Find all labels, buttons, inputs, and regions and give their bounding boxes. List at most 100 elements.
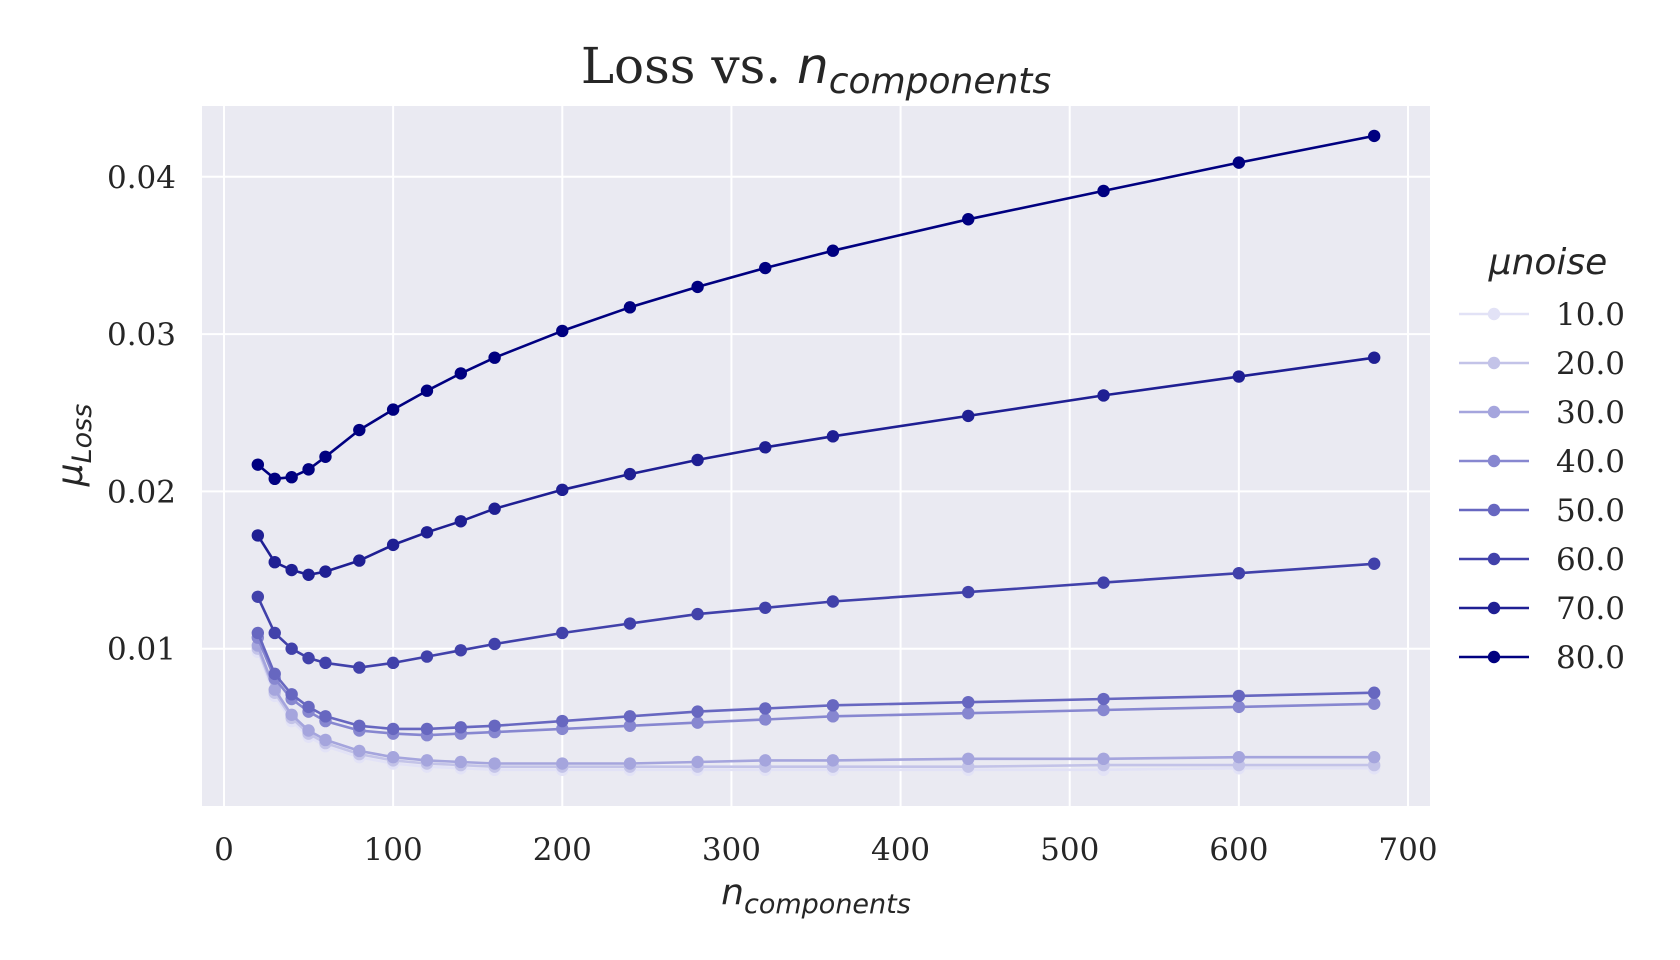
legend-items: 10.0 20.0 30.0 40.0 50.0 60.0 70.0 80.0 <box>1459 297 1625 676</box>
series-80.0 <box>251 129 1381 486</box>
data-point <box>353 554 366 567</box>
legend-label: 30.0 <box>1556 395 1625 431</box>
y-tick-label: 0.02 <box>107 474 176 510</box>
data-point <box>759 713 772 726</box>
data-point <box>268 555 281 569</box>
data-point <box>1232 156 1246 169</box>
data-point <box>691 607 704 621</box>
legend-item: 60.0 <box>1459 542 1625 578</box>
data-point <box>1367 697 1381 710</box>
data-point <box>1097 184 1110 198</box>
data-point <box>826 430 840 443</box>
y-tick-label: 0.01 <box>107 632 176 668</box>
data-point <box>386 656 400 670</box>
data-point <box>1232 370 1246 383</box>
legend-swatch-marker <box>1487 552 1501 566</box>
data-point <box>826 710 840 723</box>
legend-label: 50.0 <box>1556 493 1625 529</box>
data-point <box>285 563 298 577</box>
data-point <box>420 526 434 539</box>
data-point <box>623 467 637 481</box>
legend-title: μnoise <box>1488 242 1608 283</box>
data-point <box>1367 686 1381 699</box>
data-point <box>962 706 975 720</box>
legend-item: 30.0 <box>1459 395 1625 431</box>
y-tick-label: 0.03 <box>107 317 176 353</box>
x-axis-label-sub: components <box>744 889 911 920</box>
data-point <box>759 754 772 767</box>
data-point <box>386 538 400 552</box>
legend-label: 20.0 <box>1556 346 1625 382</box>
series-50.0 <box>251 626 1381 736</box>
data-point <box>488 757 501 770</box>
data-point <box>454 644 467 657</box>
data-point <box>962 213 975 226</box>
data-point <box>302 651 315 665</box>
data-point <box>285 688 298 701</box>
data-point <box>1367 751 1381 764</box>
x-tick-label: 500 <box>1040 832 1099 868</box>
legend-label: 80.0 <box>1556 640 1625 676</box>
data-point <box>302 463 315 476</box>
data-point <box>1367 129 1381 143</box>
legend-label: 10.0 <box>1556 297 1625 333</box>
data-point <box>454 755 467 769</box>
data-point <box>251 458 265 471</box>
data-point <box>319 710 332 723</box>
data-point <box>1232 689 1246 703</box>
chart-title-math-sub: components <box>829 61 1051 102</box>
series-30.0 <box>251 639 1381 770</box>
chart-title-math: n <box>797 37 829 95</box>
data-point <box>319 565 332 578</box>
data-point <box>454 515 467 528</box>
data-point <box>623 757 637 770</box>
grid-lines <box>202 106 1430 806</box>
y-axis-label: μLoss <box>50 404 98 488</box>
data-point <box>285 471 298 484</box>
data-point <box>268 683 281 696</box>
data-point <box>454 721 467 734</box>
data-point <box>556 324 569 338</box>
data-point <box>826 699 840 712</box>
data-point <box>1097 703 1110 717</box>
data-point <box>386 722 400 736</box>
legend-item: 50.0 <box>1459 493 1625 529</box>
data-point <box>251 626 265 640</box>
legend-label: 70.0 <box>1556 591 1625 627</box>
data-point <box>302 568 315 581</box>
legend-item: 40.0 <box>1459 444 1625 480</box>
legend-swatch-marker <box>1487 503 1501 517</box>
series-60.0 <box>251 557 1381 674</box>
data-point <box>962 585 975 599</box>
data-point <box>691 453 704 467</box>
data-point <box>691 755 704 769</box>
data-point <box>1097 692 1110 706</box>
data-point <box>488 351 501 364</box>
legend-label: 60.0 <box>1556 542 1625 578</box>
data-point <box>488 719 501 732</box>
data-point <box>826 754 840 767</box>
data-point <box>759 441 772 454</box>
legend-swatch-marker <box>1487 405 1501 419</box>
data-point <box>623 719 637 732</box>
data-point <box>623 710 637 723</box>
data-point <box>420 754 434 767</box>
data-point <box>691 280 704 294</box>
y-axis-label-sub: Loss <box>67 404 98 464</box>
x-tick-label: 200 <box>533 832 592 868</box>
x-axis-label: ncomponents <box>721 872 911 920</box>
legend-item: 10.0 <box>1459 297 1625 333</box>
chart-title: Loss vs. ncomponents <box>581 37 1051 102</box>
data-point <box>691 716 704 729</box>
data-point <box>285 708 298 721</box>
data-point <box>1367 351 1381 364</box>
legend: μnoise 10.0 20.0 30.0 40.0 50.0 60.0 70.0 80.0 <box>1459 242 1625 676</box>
data-point <box>353 744 366 758</box>
series-70.0 <box>251 351 1381 581</box>
data-point <box>1232 751 1246 764</box>
data-point <box>420 722 434 736</box>
legend-swatch-marker <box>1487 356 1501 370</box>
data-point <box>420 650 434 663</box>
data-point <box>319 656 332 670</box>
data-point <box>623 617 637 630</box>
